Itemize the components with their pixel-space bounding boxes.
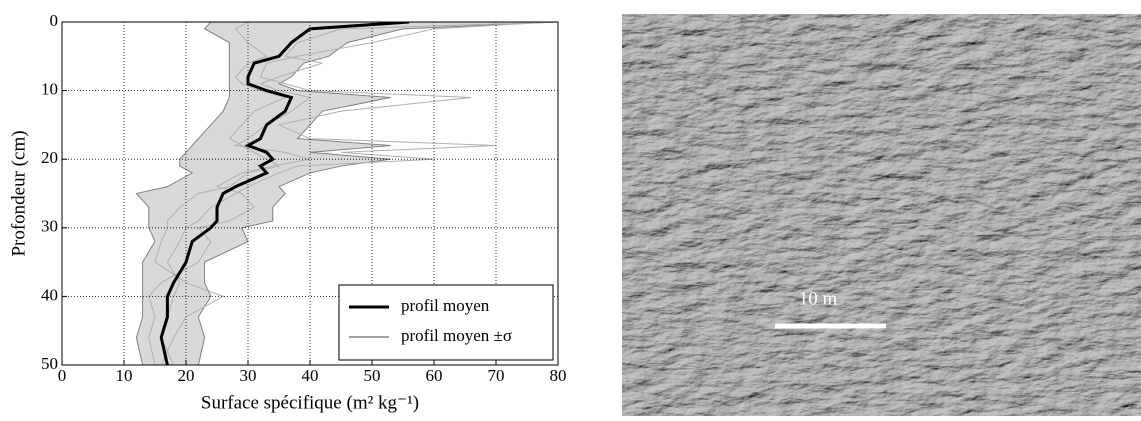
- x-tick-label: 60: [426, 366, 443, 385]
- y-tick-label: 50: [41, 354, 58, 373]
- legend-label: profil moyen ±σ: [401, 326, 512, 345]
- x-axis-label: Surface spécifique (m² kg⁻¹): [201, 392, 419, 413]
- plot-frame: [61, 21, 559, 366]
- x-tick-label: 50: [364, 366, 381, 385]
- x-tick-label: 20: [178, 366, 195, 385]
- x-tick-label: 70: [488, 366, 505, 385]
- x-tick-label: 40: [302, 366, 319, 385]
- y-tick-label: 30: [41, 217, 58, 236]
- legend-box: [338, 284, 554, 361]
- y-tick-label: 10: [41, 80, 58, 99]
- snow-surface-photo: [622, 14, 1141, 416]
- sigma-band: [135, 22, 558, 365]
- plot: 0 10 20 30 40 50 60 70 80 0 10 20 30 40 50 Surface spéc…: [8, 11, 566, 413]
- legend-label: profil moyen: [401, 296, 490, 315]
- x-tick-label: 80: [550, 366, 567, 385]
- y-axis-label: Profondeur (cm): [8, 130, 29, 256]
- x-tick-label: 0: [58, 366, 67, 385]
- scale-label: 10 m: [799, 288, 838, 309]
- y-tick-label: 40: [41, 285, 58, 304]
- y-tick-label: 20: [41, 148, 58, 167]
- x-tick-label: 30: [240, 366, 257, 385]
- x-tick-label: 10: [116, 366, 133, 385]
- y-tick-label: 0: [50, 11, 59, 30]
